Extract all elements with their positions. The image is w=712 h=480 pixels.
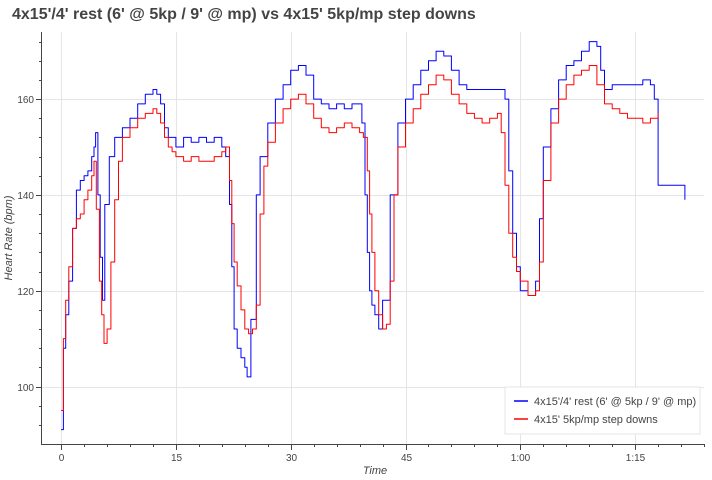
legend-label-series-1: 4x15'/4' rest (6' @ 5kp / 9' @ mp) (534, 396, 696, 408)
x-tick-label: 45 (401, 453, 413, 464)
x-tick-label: 0 (59, 453, 65, 464)
series-line-2 (61, 65, 659, 411)
x-tick-label: 1:15 (626, 453, 646, 464)
y-tick-label: 100 (17, 383, 34, 394)
chart-title: 4x15'/4' rest (6' @ 5kp / 9' @ mp) vs 4x… (12, 6, 476, 23)
legend-label-series-2: 4x15' 5kp/mp step downs (534, 414, 658, 426)
legend: 4x15'/4' rest (6' @ 5kp / 9' @ mp) 4x15'… (504, 386, 701, 435)
x-tick-label: 1:00 (511, 453, 531, 464)
x-axis-label: Time (363, 465, 387, 477)
series-lines (61, 41, 686, 431)
legend-box (504, 386, 701, 435)
y-axis-label: Heart Rate (bpm) (3, 195, 15, 280)
y-tick-label: 120 (17, 287, 34, 298)
y-tick-label: 140 (17, 191, 34, 202)
axis-ticks: 0 15 30 45 1:00 1:15 100 120 140 160 (17, 42, 705, 464)
x-tick-label: 15 (171, 453, 183, 464)
x-tick-label: 30 (286, 453, 298, 464)
series-line-1 (61, 41, 686, 431)
y-tick-label: 160 (17, 95, 34, 106)
